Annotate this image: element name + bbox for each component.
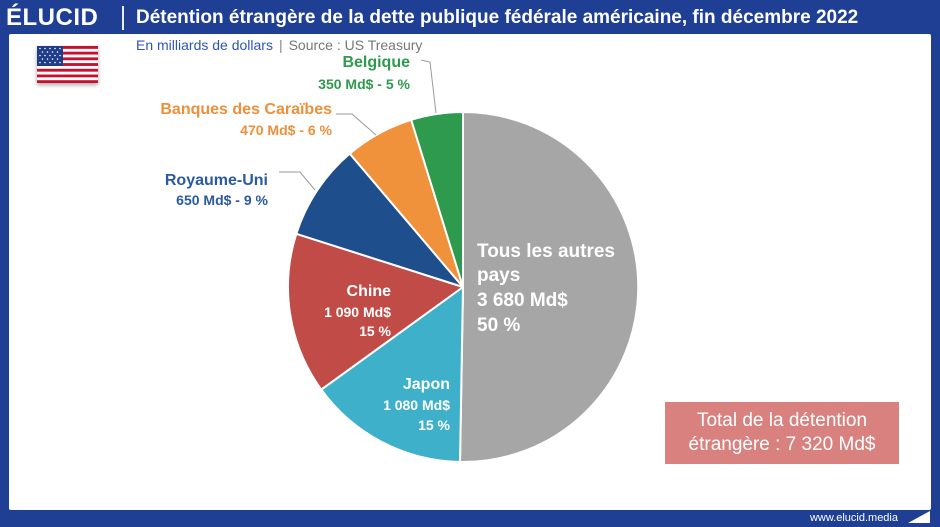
header-bar: ÉLUCID Détention étrangère de la dette p… <box>0 0 940 34</box>
leader-lines <box>279 59 437 191</box>
us-flag-icon <box>37 46 98 83</box>
slice-value-japon: 1 080 Md$ <box>383 397 450 413</box>
slice-label-banques-caraibes: Banques des Caraïbes <box>160 101 332 118</box>
leader-line-belgique <box>420 59 437 114</box>
slice-value-banques-caraibes: 470 Md$ - 6 % <box>240 122 332 138</box>
elucid-logo: ÉLUCID <box>6 4 99 31</box>
slice-value-royaume-uni: 650 Md$ - 9 % <box>176 192 268 208</box>
subtitle-separator: | <box>278 37 283 53</box>
leader-line-royaume-uni <box>279 171 316 191</box>
pie-slice-royaume-uni <box>295 152 464 288</box>
total-callout: Total de la détention étrangère : 7 320 … <box>665 402 899 464</box>
source-note: Source : US Treasury <box>288 37 423 53</box>
slice-label-belgique: Belgique <box>342 54 410 71</box>
slice-label-autres-line2: pays <box>477 265 520 286</box>
slice-label-japon: Japon <box>403 376 450 393</box>
slice-labels: Tous les autres pays 3 680 Md$ 50 % Japo… <box>160 54 615 433</box>
leader-line-banques-caraibes <box>336 113 377 136</box>
pie-slices <box>287 111 640 463</box>
units-note: En milliards de dollars <box>136 37 273 53</box>
slice-label-autres-line1: Tous les autres <box>477 241 615 262</box>
pie-slice-tous-les-autres-pays <box>459 111 640 463</box>
total-line-2: étrangère : 7 320 Md$ <box>688 434 876 455</box>
chart-subtitle: En milliards de dollars | Source : US Trea… <box>136 37 422 53</box>
slice-percent-japon: 15 % <box>418 417 450 433</box>
pie-slice-japon <box>320 286 464 463</box>
corner-mark-icon <box>908 511 930 523</box>
pie-slice-chine <box>287 232 464 391</box>
slice-percent-chine: 15 % <box>359 323 391 339</box>
total-line-1: Total de la détention <box>696 410 868 431</box>
slice-value-chine: 1 090 Md$ <box>324 304 391 320</box>
pie-slice-belgique <box>410 111 464 288</box>
header-divider <box>122 6 124 30</box>
slice-value-autres: 3 680 Md$ <box>477 290 568 311</box>
slice-label-royaume-uni: Royaume-Uni <box>165 172 268 189</box>
slice-percent-autres: 50 % <box>477 315 520 336</box>
slice-value-belgique: 350 Md$ - 5 % <box>318 76 410 92</box>
slice-label-chine: Chine <box>347 283 392 300</box>
chart-title: Détention étrangère de la dette publique… <box>136 7 859 28</box>
footer-url: www.elucid.media <box>809 512 898 524</box>
